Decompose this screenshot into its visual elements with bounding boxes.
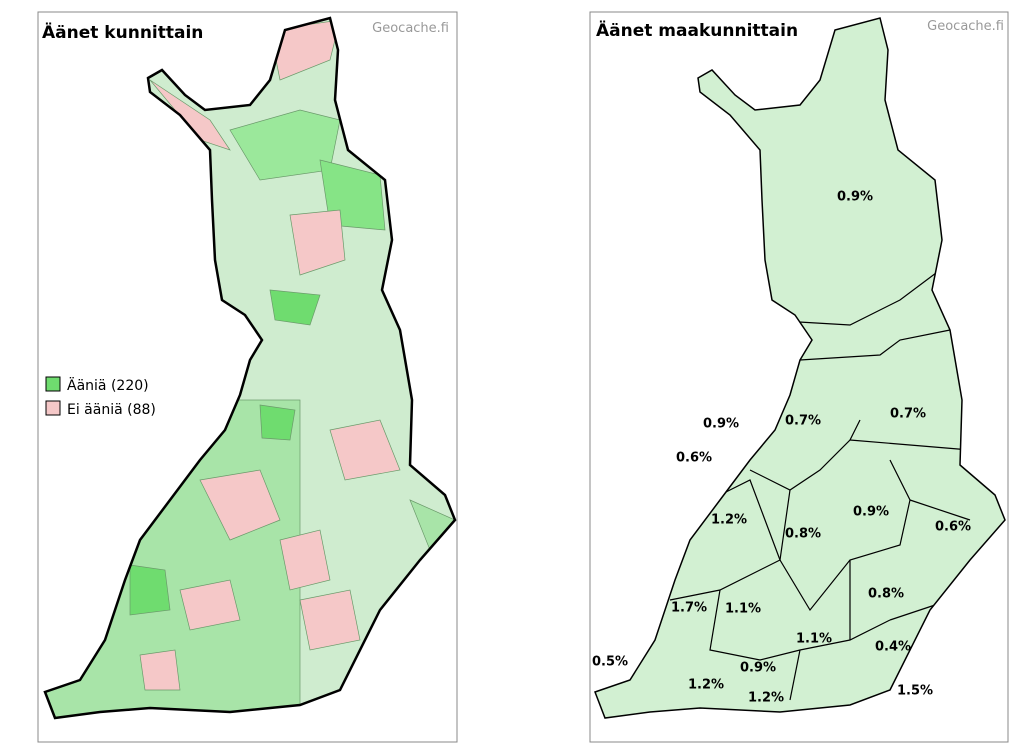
map-title: Äänet kunnittain xyxy=(42,21,203,43)
region-label: 1.2% xyxy=(748,691,784,706)
credit: Geocache.fi xyxy=(372,21,449,36)
region-label: 0.5% xyxy=(592,655,628,670)
region-labels: 0.9% 0.9% 0.7% 0.7% 0.6% 1.2% 0.8% 0.9% 0.6% 0.8%… xyxy=(592,190,971,706)
right-map xyxy=(594,17,1006,719)
legend-entry: Ääniä (220) xyxy=(67,376,149,394)
region-label: 0.6% xyxy=(935,520,971,535)
region-label: 0.7% xyxy=(785,414,821,429)
legend-swatch xyxy=(45,376,61,392)
region-label: 0.9% xyxy=(740,661,776,676)
region-label: 1.7% xyxy=(671,601,707,616)
region-label: 0.8% xyxy=(785,527,821,542)
region-label: 0.4% xyxy=(875,640,911,655)
region-label: 0.9% xyxy=(703,417,739,432)
credit: Geocache.fi xyxy=(927,19,1004,34)
region-label: 1.5% xyxy=(897,684,933,699)
region-label: 0.6% xyxy=(676,451,712,466)
legend-entry: Ei ääniä (88) xyxy=(67,402,156,418)
region-label: 1.2% xyxy=(711,513,747,528)
region-label: 1.1% xyxy=(725,602,761,617)
region-label: 0.9% xyxy=(837,190,873,205)
legend-swatch xyxy=(45,400,61,416)
region-label: 0.9% xyxy=(853,505,889,520)
region-label: 1.2% xyxy=(688,678,724,693)
map-title: Äänet maakunnittain xyxy=(596,19,798,41)
region-label: 0.8% xyxy=(868,587,904,602)
region-label: 0.7% xyxy=(890,407,926,422)
region-label: 1.1% xyxy=(796,632,832,647)
